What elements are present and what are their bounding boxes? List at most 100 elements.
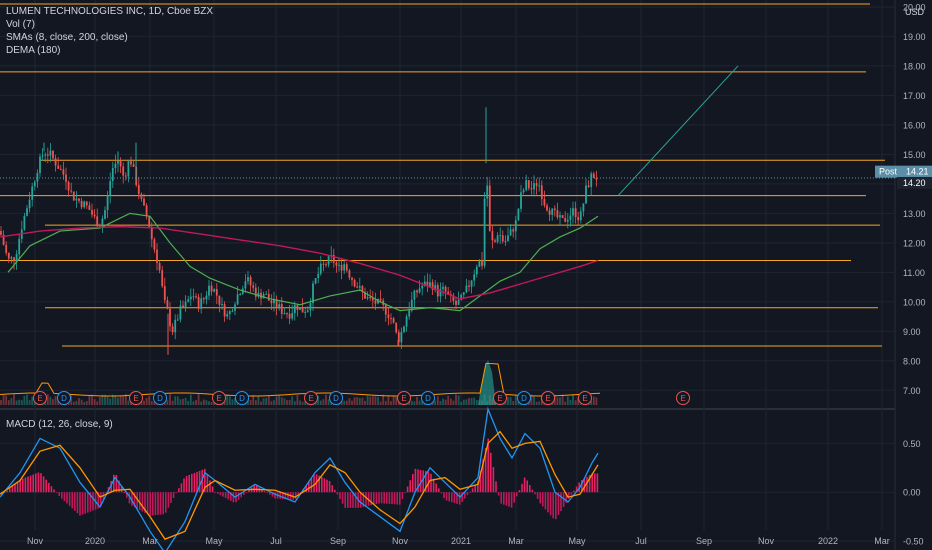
macd-histogram-bar: [477, 481, 479, 493]
macd-histogram-bar: [219, 492, 222, 496]
post-badge: [875, 165, 932, 178]
candle-body: [356, 286, 359, 288]
volume-bar: [179, 399, 182, 405]
macd-histogram-bar: [396, 492, 398, 505]
earnings-marker: [33, 391, 47, 405]
symbol-title[interactable]: LUMEN TECHNOLOGIES INC, 1D, Cboe BZX: [6, 6, 214, 17]
volume-bar: [20, 400, 23, 405]
volume-bar: [455, 394, 457, 405]
volume-bar: [280, 397, 283, 405]
trendline[interactable]: [617, 65, 739, 196]
macd-histogram-bar: [380, 492, 383, 504]
macd-line: [0, 406, 599, 550]
candle-body: [546, 205, 548, 211]
candle-body: [572, 208, 574, 216]
candle-body: [585, 185, 587, 204]
macd-histogram-bar: [352, 492, 354, 508]
earnings-marker: [578, 391, 592, 405]
candle-body: [465, 285, 468, 293]
candle-body: [553, 208, 556, 211]
candle-body: [39, 156, 41, 174]
volume-bar: [223, 401, 226, 405]
volume-bar: [80, 399, 83, 405]
candle-body: [587, 185, 590, 187]
macd-histogram-bar: [331, 485, 333, 493]
candle-body: [80, 200, 83, 208]
macd-histogram-bar: [313, 474, 315, 493]
volume-bar: [182, 398, 184, 405]
candle-body: [85, 201, 88, 206]
macd-histogram-bar: [531, 489, 534, 493]
currency-label[interactable]: USD: [904, 7, 924, 17]
candle-body: [283, 313, 286, 315]
volume-bar: [322, 399, 325, 405]
volume-bar: [98, 397, 101, 405]
vol-label[interactable]: Vol (7): [6, 19, 35, 30]
macd-histogram-bar: [110, 480, 112, 493]
volume-bar: [143, 400, 145, 405]
macd-histogram-bar: [222, 492, 224, 497]
macd-histogram-bar: [175, 492, 177, 494]
macd-histogram-bar: [318, 475, 320, 493]
volume-bar: [44, 400, 47, 405]
volume-bar: [205, 400, 208, 405]
macd-histogram-bar: [63, 492, 66, 502]
volume-bar: [91, 394, 93, 405]
volume-bar: [319, 400, 322, 405]
candle-body: [590, 173, 593, 187]
macd-histogram-bar: [227, 492, 229, 500]
macd-histogram-bar: [445, 492, 448, 501]
macd-histogram-bar: [334, 489, 336, 493]
volume-bar: [195, 400, 197, 405]
volume-bar: [111, 394, 114, 405]
volume-bar: [150, 401, 153, 405]
macd-label[interactable]: MACD (12, 26, close, 9): [6, 419, 113, 430]
macd-histogram-bar: [404, 492, 406, 494]
signal-line: [0, 430, 599, 540]
macd-histogram-bar: [154, 492, 157, 516]
volume-bar: [507, 396, 509, 405]
earnings-marker: [304, 391, 318, 405]
volume-bar: [262, 398, 265, 405]
candle-body: [202, 298, 205, 300]
macd-histogram-bar: [133, 492, 136, 508]
volume-bar: [145, 397, 148, 405]
macd-histogram-bar: [157, 492, 159, 515]
volume-bar: [296, 395, 299, 405]
x-tick-label: 2020: [85, 536, 105, 546]
macd-histogram-bar: [266, 492, 268, 494]
volume-bar: [148, 396, 151, 405]
candle-body: [205, 295, 208, 300]
dividend-marker: [421, 391, 435, 405]
candle-body: [512, 229, 515, 232]
volume-bar: [356, 397, 359, 405]
macd-histogram-bar: [440, 492, 443, 494]
y-tick-label: 12.00: [903, 238, 926, 248]
event-marker-label: D: [157, 394, 163, 403]
macd-histogram-bar: [123, 492, 125, 493]
macd-histogram-bar: [370, 492, 372, 506]
volume-bar: [49, 396, 52, 405]
candle-body: [49, 150, 52, 156]
macd-histogram-bar: [32, 474, 34, 493]
candle-body: [413, 290, 416, 300]
candle-body: [577, 216, 580, 221]
candle-body: [410, 299, 413, 311]
macd-histogram-bar: [230, 492, 232, 501]
volume-bar: [442, 398, 444, 405]
y-tick-label: 8.00: [903, 356, 921, 366]
x-tick-label: 2021: [451, 536, 471, 546]
candle-body: [83, 201, 86, 208]
candle-body: [491, 231, 494, 241]
macd-histogram-bar: [16, 481, 19, 493]
volume-bar: [252, 395, 255, 405]
volume-bar: [96, 401, 99, 405]
sma-label[interactable]: SMAs (8, close, 200, close): [6, 32, 128, 43]
candle-body: [486, 185, 489, 199]
candle-body: [332, 254, 335, 263]
candle-body: [418, 288, 421, 293]
macd-histogram-bar: [92, 492, 94, 511]
dema-label[interactable]: DEMA (180): [6, 45, 61, 56]
